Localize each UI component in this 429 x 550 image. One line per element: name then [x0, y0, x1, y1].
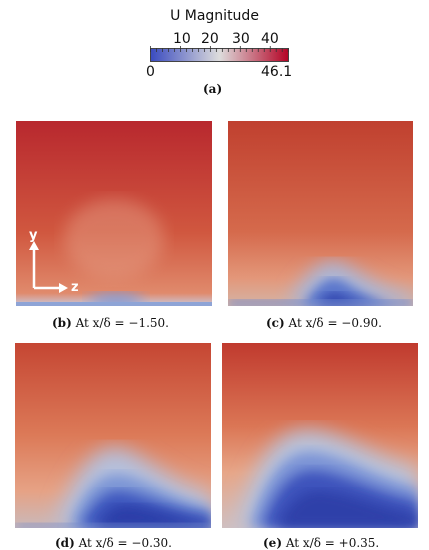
contour-panel-c	[228, 121, 413, 306]
colorbar-tick-30: 30	[232, 31, 250, 47]
colorbar-minor-ticks	[150, 46, 289, 52]
axis-orientation-glyph: y z	[25, 228, 85, 295]
contour-panel-d	[15, 343, 211, 528]
colorbar-max-label: 46.1	[261, 64, 293, 80]
colorbar-tick-40: 40	[261, 31, 279, 47]
caption-b: (b) At x/δ = −1.50.	[52, 316, 169, 330]
axis-label-y: y	[29, 228, 38, 243]
caption-b-tag: (b)	[52, 316, 72, 330]
colorbar-tick-20: 20	[201, 31, 219, 47]
caption-b-text: At x/δ = −1.50.	[75, 316, 169, 330]
colorbar-tick-10: 10	[173, 31, 191, 47]
caption-a-tag: (a)	[203, 82, 223, 96]
caption-c: (c) At x/δ = −0.90.	[266, 316, 382, 330]
colorbar-title: U Magnitude	[170, 8, 259, 24]
caption-d-text: At x/δ = −0.30.	[78, 536, 172, 550]
colorbar-gradient	[150, 48, 289, 62]
caption-c-tag: (c)	[266, 316, 285, 330]
caption-a: (a)	[203, 82, 222, 96]
contour-panel-e	[222, 343, 418, 528]
caption-e-tag: (e)	[263, 536, 282, 550]
caption-d-tag: (d)	[55, 536, 75, 550]
contour-panel-b	[16, 121, 212, 306]
caption-e: (e) At x/δ = +0.35.	[263, 536, 379, 550]
caption-e-text: At x/δ = +0.35.	[285, 536, 380, 550]
axis-label-z: z	[71, 280, 79, 295]
caption-d: (d) At x/δ = −0.30.	[55, 536, 172, 550]
colorbar-min-label: 0	[146, 64, 155, 80]
caption-c-text: At x/δ = −0.90.	[288, 316, 382, 330]
